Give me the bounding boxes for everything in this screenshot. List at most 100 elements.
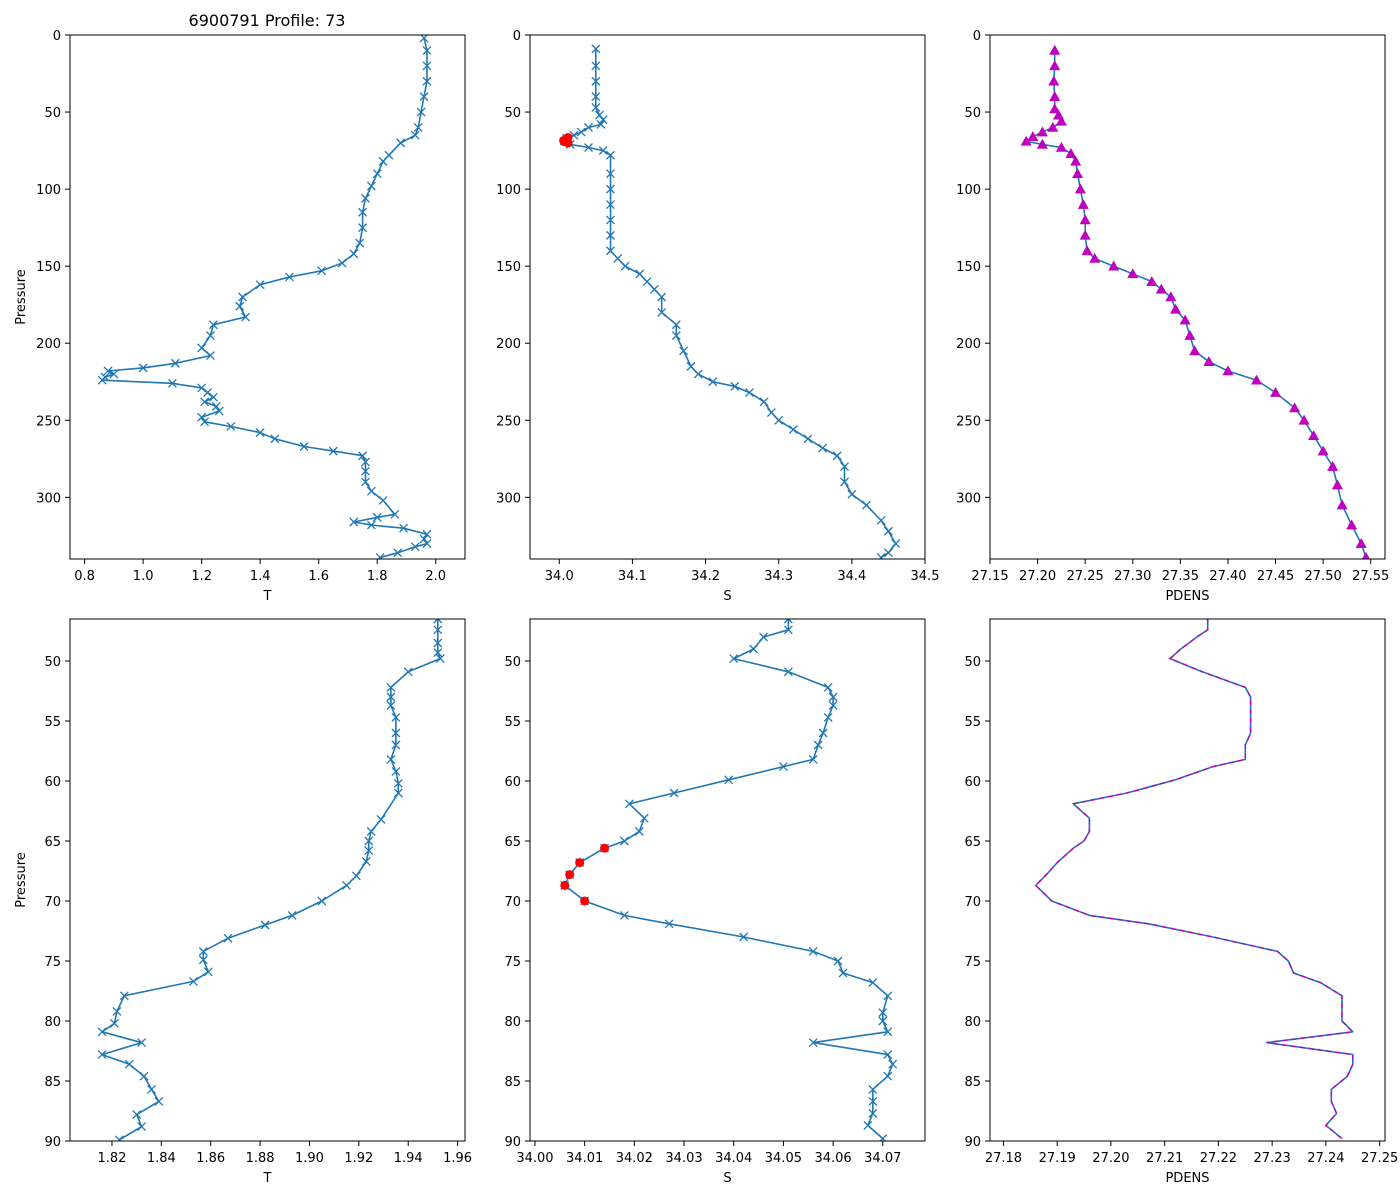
- data-point: [139, 1071, 149, 1081]
- y-tick-label: 0: [53, 29, 61, 44]
- plot-area: [97, 35, 432, 559]
- data-point: [399, 523, 409, 533]
- data-point: [642, 277, 652, 287]
- y-tick-label: 90: [504, 1135, 521, 1150]
- data-point: [606, 169, 615, 179]
- data-point: [576, 127, 586, 137]
- data-point: [349, 517, 359, 527]
- data-point: [838, 968, 848, 978]
- data-point: [391, 740, 401, 750]
- axes-frame: [989, 34, 1386, 560]
- x-tick-label: 27.20: [1019, 569, 1056, 584]
- x-tick-label: 34.0: [545, 569, 574, 584]
- data-point: [606, 184, 615, 194]
- data-point: [223, 933, 233, 943]
- data-point: [868, 1096, 878, 1106]
- data-point: [391, 728, 401, 738]
- y-tick-label: 150: [496, 260, 521, 275]
- y-tick-label: 70: [964, 895, 981, 910]
- data-point: [598, 146, 608, 156]
- data-point: [1047, 121, 1059, 132]
- y-axis-label: Pressure: [14, 852, 29, 908]
- data-point: [788, 425, 798, 435]
- data-point: [730, 381, 740, 391]
- y-tick-label: 85: [964, 1075, 981, 1090]
- data-point: [808, 946, 818, 956]
- data-point: [317, 896, 327, 906]
- data-point: [393, 778, 403, 788]
- data-point: [1336, 499, 1348, 510]
- data-point: [205, 331, 215, 340]
- data-point: [1308, 430, 1320, 441]
- data-point: [361, 193, 370, 203]
- axes-frame: [69, 618, 466, 1142]
- x-tick-label: 1.82: [97, 1151, 126, 1166]
- data-point: [1127, 268, 1139, 279]
- data-point: [238, 292, 248, 302]
- y-tick-label: 65: [44, 835, 61, 850]
- data-point: [1203, 356, 1215, 367]
- data-point: [620, 261, 630, 271]
- data-point: [124, 1059, 134, 1069]
- data-point: [208, 392, 218, 402]
- data-point: [619, 836, 629, 846]
- data-point: [1317, 445, 1329, 456]
- data-point: [1070, 155, 1082, 166]
- data-point: [422, 539, 432, 549]
- data-point: [391, 712, 401, 722]
- y-tick-label: 50: [44, 655, 61, 670]
- data-point: [358, 451, 368, 461]
- x-tick-label: 1.8: [367, 569, 388, 584]
- flagged-point: [600, 843, 610, 853]
- x-tick-label: 27.25: [1067, 569, 1104, 584]
- data-point: [241, 312, 251, 322]
- data-point: [883, 548, 893, 558]
- data-point: [205, 351, 215, 361]
- data-point: [97, 1027, 107, 1037]
- data-point: [759, 397, 769, 407]
- data-point: [1072, 168, 1084, 179]
- data-point: [361, 466, 370, 476]
- data-point: [1289, 402, 1301, 413]
- x-tick-label: 34.05: [765, 1151, 802, 1166]
- y-tick-label: 75: [504, 955, 521, 970]
- x-axis-label: PDENS: [1165, 589, 1209, 604]
- x-tick-label: 34.02: [616, 1151, 653, 1166]
- data-point: [1184, 329, 1196, 340]
- data-point: [366, 826, 376, 836]
- data-point: [635, 269, 645, 279]
- data-point: [724, 775, 734, 785]
- data-point: [197, 412, 207, 422]
- y-tick-label: 65: [504, 835, 521, 850]
- x-tick-label: 34.03: [665, 1151, 702, 1166]
- data-point: [693, 369, 703, 379]
- top-salinity-panel: 34.0 34.1 34.2 34.3 34.4 34.5 0 50 100 150 200 250 3…: [496, 29, 939, 604]
- x-tick-label: 34.1: [618, 569, 647, 584]
- data-point: [349, 249, 359, 259]
- data-point: [657, 307, 667, 317]
- data-point: [378, 495, 388, 505]
- data-point: [422, 61, 432, 71]
- data-point: [818, 728, 828, 738]
- y-tick-label: 90: [964, 1135, 981, 1150]
- series-line-t: [101, 619, 442, 1141]
- data-point: [669, 788, 679, 798]
- data-point: [386, 692, 396, 702]
- y-tick-label: 65: [964, 835, 981, 850]
- x-tick-label: 34.2: [691, 569, 720, 584]
- data-point: [744, 388, 754, 398]
- data-point: [317, 266, 327, 276]
- x-tick-label: 34.01: [566, 1151, 603, 1166]
- data-point: [97, 1050, 107, 1060]
- data-point: [137, 1122, 147, 1132]
- data-point: [255, 428, 265, 438]
- x-tick-label: 1.0: [133, 569, 154, 584]
- data-point: [1189, 345, 1201, 356]
- data-point: [823, 712, 833, 722]
- data-point: [808, 1038, 818, 1048]
- data-point: [342, 880, 351, 890]
- data-point: [878, 1016, 888, 1026]
- data-point: [840, 462, 849, 471]
- data-point: [1361, 551, 1370, 559]
